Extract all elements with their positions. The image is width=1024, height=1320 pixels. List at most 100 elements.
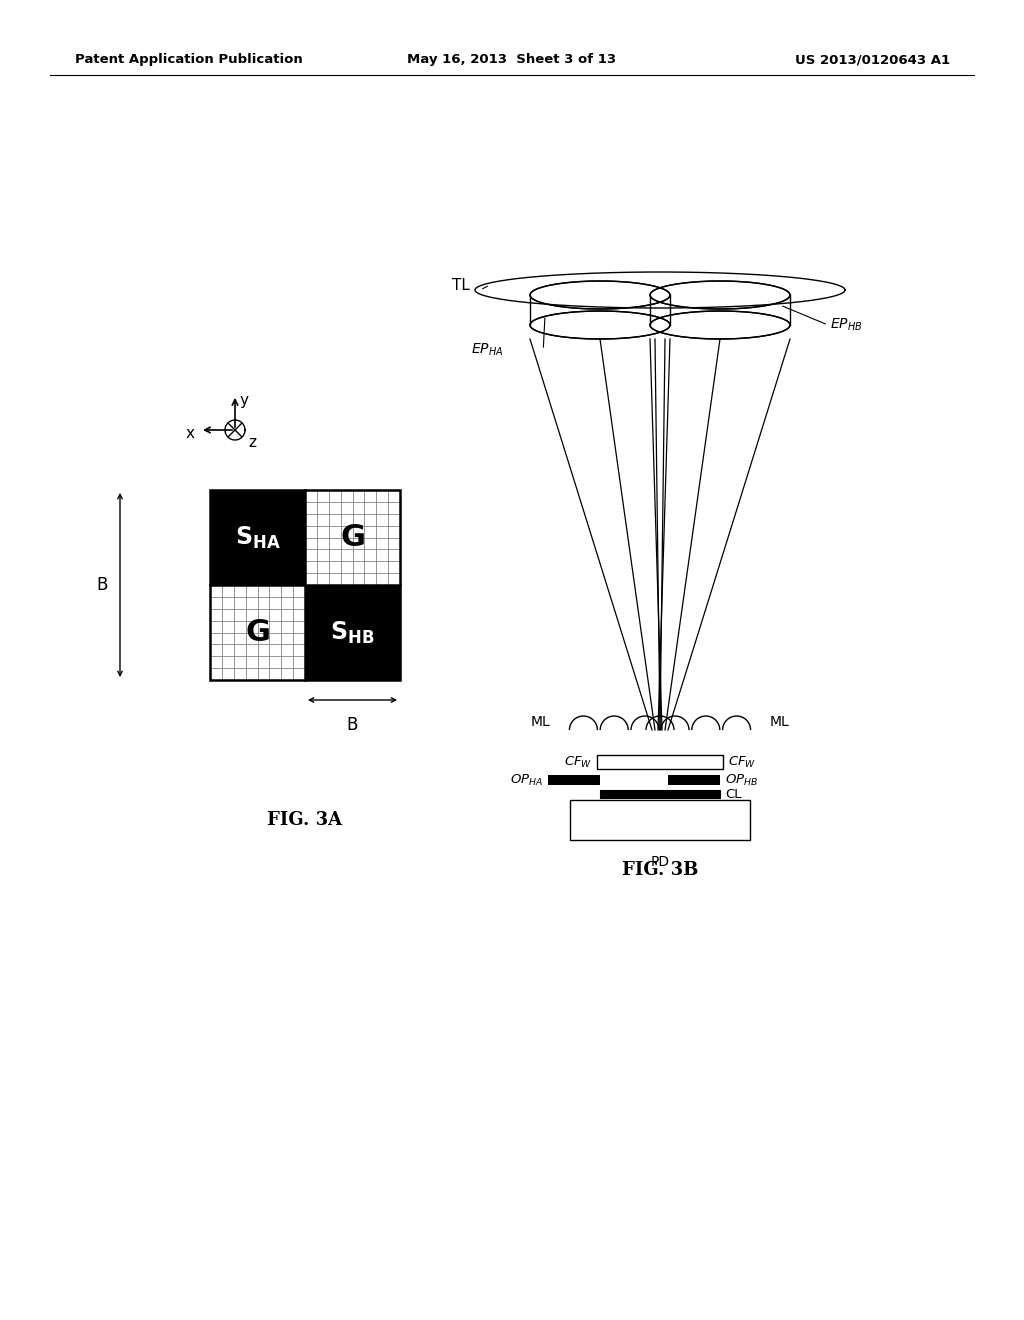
Bar [246,644,257,656]
Text: May 16, 2013  Sheet 3 of 13: May 16, 2013 Sheet 3 of 13 [408,54,616,66]
Text: PD: PD [650,855,670,869]
Bar [329,573,341,585]
Text: ML: ML [530,715,550,729]
Bar [210,632,222,644]
Bar [352,549,365,561]
Bar [548,775,600,785]
Bar [530,294,670,325]
Bar [305,561,316,573]
Bar [210,668,222,680]
Bar [222,585,233,597]
Text: z: z [248,436,256,450]
Bar [246,609,257,620]
Bar [365,525,376,537]
Bar [668,775,720,785]
Bar [269,597,282,609]
Bar [293,632,305,644]
Bar [233,632,246,644]
Text: $\mathbf{S}_{\mathbf{HB}}$: $\mathbf{S}_{\mathbf{HB}}$ [331,619,375,645]
Bar [210,585,222,597]
Bar [305,502,316,513]
Bar [305,573,316,585]
Bar [388,490,400,502]
Bar [352,490,365,502]
Bar [222,609,233,620]
Text: $CF_W$: $CF_W$ [563,755,592,770]
Bar [233,668,246,680]
Bar [293,585,305,597]
Bar [316,549,329,561]
Bar [282,668,293,680]
Text: TL: TL [453,277,470,293]
Bar [210,490,305,585]
Bar [246,585,257,597]
Bar [210,644,222,656]
Bar [222,620,233,632]
Text: $\mathbf{G}$: $\mathbf{G}$ [245,618,270,647]
Bar [210,597,222,609]
Bar [282,597,293,609]
Bar [329,561,341,573]
Bar [316,502,329,513]
Text: B: B [96,576,108,594]
Bar [388,573,400,585]
Bar [365,561,376,573]
Bar [329,525,341,537]
Bar [316,537,329,549]
Text: $\mathbf{S}_{\mathbf{HA}}$: $\mathbf{S}_{\mathbf{HA}}$ [234,524,281,550]
Bar [269,644,282,656]
Text: US 2013/0120643 A1: US 2013/0120643 A1 [795,54,950,66]
Bar [352,561,365,573]
Bar [233,644,246,656]
Bar [341,490,352,502]
Bar [293,656,305,668]
Bar [376,525,388,537]
Bar [293,609,305,620]
Bar [293,644,305,656]
Bar [282,620,293,632]
Bar [316,513,329,525]
Bar [269,585,282,597]
Bar [305,537,316,549]
Bar [257,609,269,620]
Bar [257,585,269,597]
Bar [388,561,400,573]
Bar [233,597,246,609]
Bar [388,549,400,561]
Bar [388,525,400,537]
Bar [600,789,720,799]
Bar [233,620,246,632]
Bar [246,632,257,644]
Bar [246,656,257,668]
Text: B: B [347,715,358,734]
Bar [282,656,293,668]
Bar [269,668,282,680]
Bar [257,597,269,609]
Bar [376,513,388,525]
Text: y: y [239,393,248,408]
Bar [329,490,341,502]
Bar [305,549,316,561]
Bar [269,656,282,668]
Bar [329,502,341,513]
Bar [233,656,246,668]
Text: $EP_{HB}$: $EP_{HB}$ [830,317,862,333]
Bar [341,537,352,549]
Bar [316,490,329,502]
Bar [376,502,388,513]
Bar [222,597,233,609]
Text: CL: CL [725,788,741,800]
Text: $OP_{HA}$: $OP_{HA}$ [510,772,543,788]
Bar [282,632,293,644]
Bar [341,549,352,561]
Bar [210,609,222,620]
Bar [233,585,246,597]
Bar [222,668,233,680]
Bar [257,632,269,644]
Bar [341,561,352,573]
Bar [305,490,316,502]
Bar [293,620,305,632]
Bar [222,656,233,668]
Bar [352,537,365,549]
Bar [316,573,329,585]
